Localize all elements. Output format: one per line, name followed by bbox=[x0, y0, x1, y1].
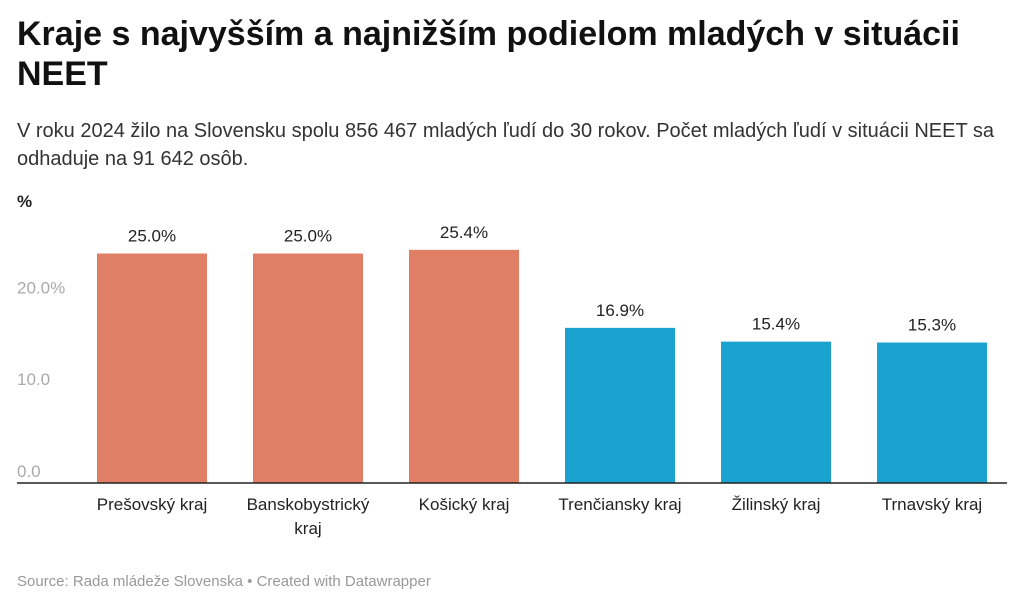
data-label: 25.0% bbox=[284, 227, 332, 246]
y-tick-label: 10.0 bbox=[17, 370, 50, 389]
y-tick-label: 0.0 bbox=[17, 462, 41, 481]
bar bbox=[721, 341, 831, 483]
data-label: 15.3% bbox=[908, 316, 956, 335]
x-tick-label-line: kraj bbox=[294, 519, 321, 538]
x-tick-label-line: Banskobystrický bbox=[247, 495, 370, 514]
bar bbox=[97, 253, 207, 483]
data-label: 25.4% bbox=[440, 223, 488, 242]
chart-subtitle: V roku 2024 žilo na Slovensku spolu 856 … bbox=[17, 120, 995, 170]
x-tick-label: Prešovský kraj bbox=[97, 495, 208, 514]
x-tick-label-line: Prešovský kraj bbox=[97, 495, 208, 514]
x-tick-label: Banskobystrický kraj bbox=[247, 495, 370, 538]
x-tick-label: Trenčiansky kraj bbox=[558, 495, 681, 514]
data-label: 15.4% bbox=[752, 315, 800, 334]
x-tick-label: Žilinský kraj bbox=[732, 495, 821, 514]
data-label: 25.0% bbox=[128, 227, 176, 246]
chart-title: Kraje s najvyšším a najnižším podielom m… bbox=[17, 15, 960, 93]
bar bbox=[877, 342, 987, 483]
bar-chart: % 0.0 10.0 20.0% 25.0% 25.0% 25.4% 16.9% 15.4% 1… bbox=[17, 192, 1007, 538]
y-axis-unit-label: % bbox=[17, 192, 32, 211]
footer-separator: • bbox=[242, 573, 257, 590]
credit-note: Created with Datawrapper bbox=[256, 573, 431, 590]
x-axis: Prešovský kraj Banskobystrický kraj Košický… bbox=[17, 482, 1007, 538]
bar bbox=[409, 249, 519, 483]
data-labels: 25.0% 25.0% 25.4% 16.9% 15.4% 15.3% bbox=[128, 223, 956, 335]
bar bbox=[565, 327, 675, 483]
bar-series bbox=[97, 249, 987, 483]
x-tick-label-line: Žilinský kraj bbox=[732, 495, 821, 514]
source-note: Source: Rada mládeže Slovenska bbox=[17, 573, 243, 590]
data-label: 16.9% bbox=[596, 301, 644, 320]
y-axis: % 0.0 10.0 20.0% bbox=[17, 192, 65, 481]
x-tick-label: Košický kraj bbox=[419, 495, 510, 514]
y-tick-label: 20.0% bbox=[17, 278, 65, 297]
x-tick-label: Trnavský kraj bbox=[882, 495, 982, 514]
x-tick-label-line: Košický kraj bbox=[419, 495, 510, 514]
x-tick-label-line: Trenčiansky kraj bbox=[558, 495, 681, 514]
bar bbox=[253, 253, 363, 483]
x-tick-label-line: Trnavský kraj bbox=[882, 495, 982, 514]
chart-footer: Source: Rada mládeže Slovenska • Created… bbox=[17, 573, 431, 590]
